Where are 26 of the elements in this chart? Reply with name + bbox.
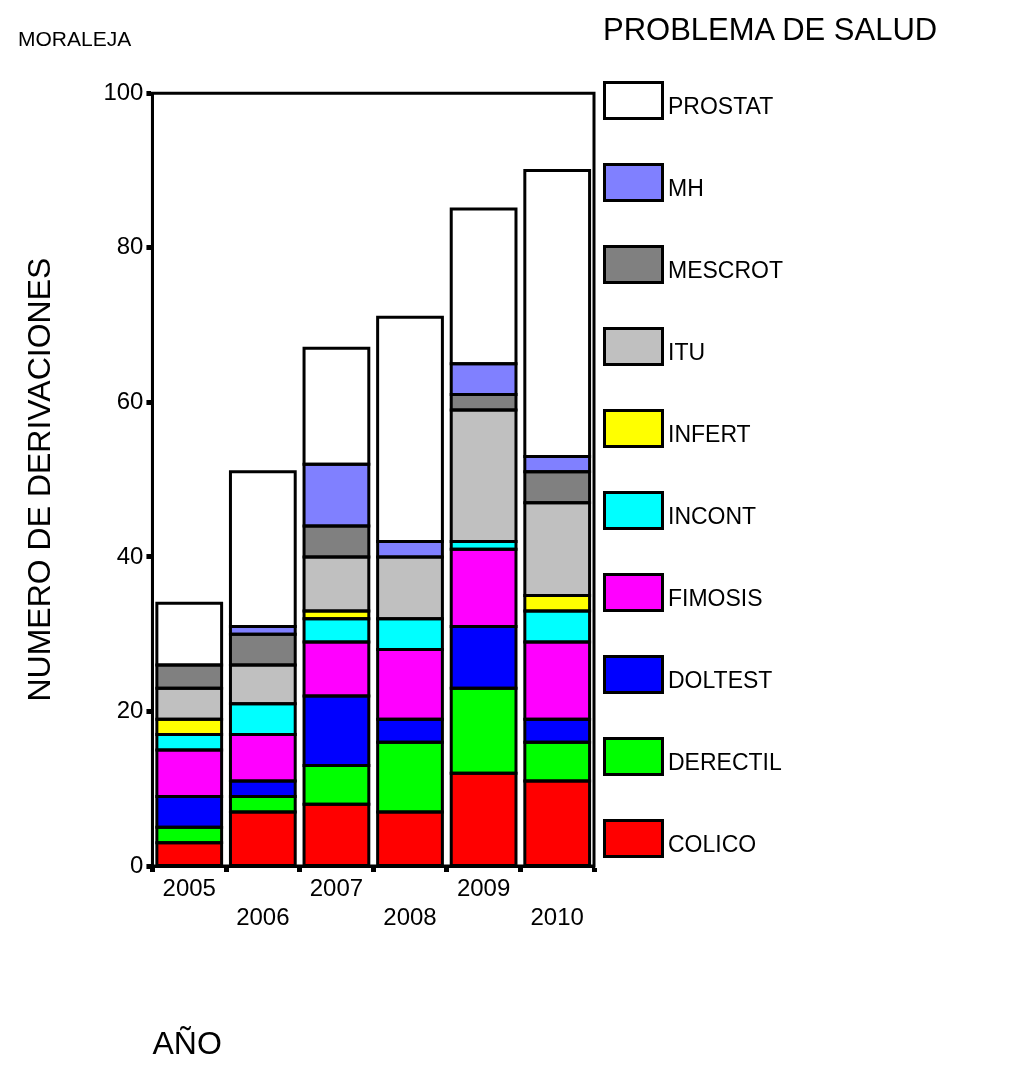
text: PROSTAT (668, 93, 774, 120)
legend-label: DERECTIL (668, 749, 782, 776)
legend-label: INFERT (668, 421, 751, 448)
legend-label: FIMOSIS (668, 585, 763, 612)
y-tick-label: 20 (116, 696, 144, 724)
x-axis-title: AÑO (152, 1024, 222, 1061)
y-tick-label: 40 (116, 541, 144, 569)
legend-title: PROBLEMA DE SALUD (603, 12, 939, 48)
x-tick-label: 2006 (236, 902, 290, 930)
x-tick-label: 2005 (162, 874, 216, 902)
y-axis-title: NUMERO DE DERIVACIONES (21, 257, 58, 702)
legend-label: MESCROT (668, 257, 783, 284)
y-tick-label: 0 (130, 850, 144, 878)
legend-label: DOLTEST (668, 667, 773, 694)
x-tick-label: 2010 (530, 902, 584, 930)
x-tick-label: 2008 (383, 902, 437, 930)
chart-title: MORALEJA (18, 27, 132, 51)
legend-label: ITU (668, 339, 706, 366)
x-tick-label: 2007 (309, 874, 364, 902)
y-tick-label: 80 (116, 232, 144, 260)
legend-label: MH (668, 175, 704, 202)
y-tick-label: 60 (116, 386, 144, 414)
legend-label: COLICO (668, 831, 757, 858)
x-tick-label: 2009 (456, 874, 511, 902)
y-tick-label: 100 (103, 77, 144, 105)
legend-label: INCONT (668, 503, 757, 530)
